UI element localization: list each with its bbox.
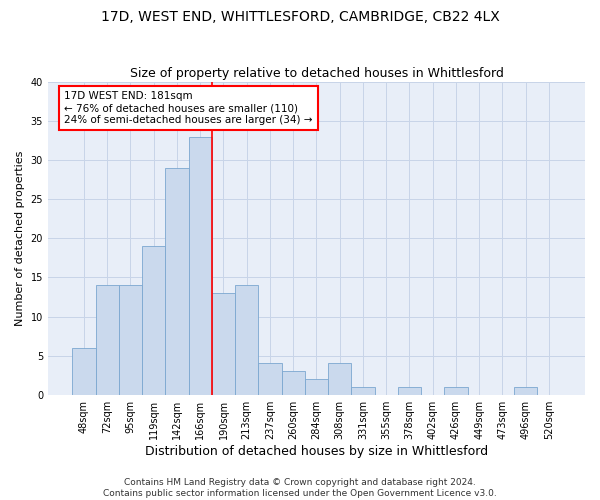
Bar (259, 364, 281, 394)
Bar (119, 286, 142, 395)
Bar (142, 246, 166, 394)
Y-axis label: Number of detached properties: Number of detached properties (15, 150, 25, 326)
Text: Contains HM Land Registry data © Crown copyright and database right 2024.
Contai: Contains HM Land Registry data © Crown c… (103, 478, 497, 498)
Bar (352, 387, 374, 394)
Title: Size of property relative to detached houses in Whittlesford: Size of property relative to detached ho… (130, 66, 503, 80)
Text: 17D, WEST END, WHITTLESFORD, CAMBRIDGE, CB22 4LX: 17D, WEST END, WHITTLESFORD, CAMBRIDGE, … (101, 10, 499, 24)
Bar (281, 372, 305, 394)
Bar (445, 387, 467, 394)
Bar (398, 387, 421, 394)
Text: 17D WEST END: 181sqm
← 76% of detached houses are smaller (110)
24% of semi-deta: 17D WEST END: 181sqm ← 76% of detached h… (64, 92, 313, 124)
Bar (73, 348, 95, 395)
Bar (166, 168, 188, 394)
Bar (305, 379, 328, 394)
Bar (95, 286, 119, 395)
X-axis label: Distribution of detached houses by size in Whittlesford: Distribution of detached houses by size … (145, 444, 488, 458)
Bar (328, 364, 352, 394)
Bar (212, 293, 235, 394)
Bar (188, 137, 212, 394)
Bar (235, 286, 259, 395)
Bar (514, 387, 538, 394)
